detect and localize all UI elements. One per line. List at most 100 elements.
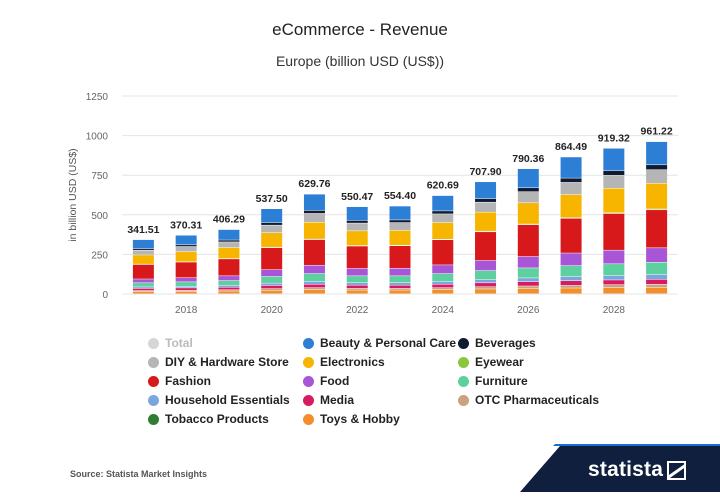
legend-label: Furniture <box>475 374 528 388</box>
legend-item[interactable]: Beverages <box>458 336 618 350</box>
y-tick-label: 1000 <box>86 132 109 143</box>
bar-segment <box>475 232 497 261</box>
legend-item[interactable]: Furniture <box>458 374 618 388</box>
bar-segment <box>475 289 497 294</box>
bar-segment <box>603 213 625 250</box>
bar-segment <box>132 283 154 287</box>
bar-segment <box>517 168 539 188</box>
legend-item[interactable]: Beauty & Personal Care <box>303 336 458 350</box>
legend-item[interactable]: Toys & Hobby <box>303 412 458 426</box>
legend-item[interactable]: Food <box>303 374 458 388</box>
bar-segment <box>389 230 411 246</box>
chart-legend: Total Beauty & Personal Care Beverages DIY … <box>148 336 618 426</box>
bar-segment <box>646 183 668 209</box>
legend-item[interactable]: DIY & Hardware Store <box>148 355 303 369</box>
legend-label: OTC Pharmaceuticals <box>475 393 600 407</box>
legend-label: Fashion <box>165 374 212 388</box>
bar-segment <box>218 276 240 281</box>
bar-segment <box>432 281 454 284</box>
bar-segment <box>261 285 283 289</box>
legend-swatch <box>148 356 159 368</box>
bar-segment <box>603 264 625 276</box>
bar-segment <box>261 276 283 283</box>
bar-segment <box>175 235 197 245</box>
bar-segment <box>432 211 454 214</box>
bar-segment <box>517 281 539 286</box>
bar-segment <box>303 289 325 294</box>
bar-segment <box>175 290 197 292</box>
bar-segment <box>218 287 240 290</box>
bar-segment <box>517 288 539 294</box>
bar-segment <box>218 290 240 291</box>
statista-logo-icon <box>667 460 687 480</box>
legend-label: Beauty & Personal Care <box>320 336 457 350</box>
bar-segment <box>175 286 197 288</box>
bar-segment <box>389 246 411 268</box>
bar-segment <box>303 213 325 223</box>
legend-item[interactable]: Total <box>148 336 303 350</box>
bar-segment <box>560 285 582 288</box>
bar-segment <box>475 260 497 271</box>
bar-segment <box>218 259 240 276</box>
legend-label: Media <box>320 393 355 407</box>
bar-segment <box>175 252 197 262</box>
bar-segment <box>517 188 539 192</box>
total-label: 341.51 <box>127 224 159 236</box>
bar-segment <box>218 247 240 259</box>
bar-segment <box>218 280 240 286</box>
legend-item[interactable]: Household Essentials <box>148 393 303 407</box>
bar-segment <box>346 276 368 283</box>
legend-item[interactable]: Fashion <box>148 374 303 388</box>
bar-segment <box>132 291 154 294</box>
legend-swatch <box>303 337 314 349</box>
bar-segment <box>132 250 154 255</box>
bar-segment <box>303 194 325 211</box>
bar-segment <box>432 195 454 211</box>
legend-swatch <box>458 394 469 406</box>
legend-swatch <box>303 356 314 368</box>
x-tick-label: 2020 <box>261 305 284 316</box>
bar-segment <box>218 291 240 294</box>
y-axis-title: in billion USD (US$) <box>67 148 79 241</box>
bar-segment <box>475 283 497 287</box>
legend-label: Beverages <box>475 336 536 350</box>
bar-segment <box>475 279 497 283</box>
y-tick-label: 750 <box>91 171 108 182</box>
bar-segment <box>475 202 497 212</box>
chart-title: eCommerce - Revenue <box>272 20 448 39</box>
bar-segment <box>560 281 582 286</box>
bar-segment <box>646 248 668 262</box>
legend-label: Household Essentials <box>165 393 290 407</box>
legend-item[interactable]: Electronics <box>303 355 458 369</box>
bar-segment <box>646 262 668 275</box>
legend-item[interactable]: Media <box>303 393 458 407</box>
legend-item[interactable]: Eyewear <box>458 355 618 369</box>
bar-segment <box>432 214 454 223</box>
bar-segment <box>646 210 668 248</box>
bar-segment <box>517 286 539 289</box>
legend-label: DIY & Hardware Store <box>165 355 289 369</box>
total-label: 961.22 <box>641 126 673 138</box>
legend-swatch <box>458 337 469 349</box>
bar-segment <box>175 262 197 278</box>
bar-segment <box>132 279 154 283</box>
total-label: 370.31 <box>170 219 202 231</box>
statista-logo[interactable]: statista <box>588 458 687 482</box>
bar-segment <box>560 265 582 277</box>
bar-segment <box>560 276 582 281</box>
legend-item[interactable]: OTC Pharmaceuticals <box>458 393 618 407</box>
bar-segment <box>560 253 582 266</box>
bar-segment <box>261 209 283 223</box>
bar-segment <box>646 169 668 184</box>
bar-segment <box>603 284 625 288</box>
bar-segment <box>261 290 283 294</box>
bar-segment <box>346 282 368 285</box>
bar-segment <box>646 287 668 294</box>
bar-segment <box>560 182 582 195</box>
bar-segment <box>346 288 368 290</box>
legend-swatch <box>303 375 314 387</box>
legend-swatch <box>458 375 469 387</box>
bar-segment <box>560 157 582 178</box>
legend-item[interactable]: Tobacco Products <box>148 412 303 426</box>
total-label: 864.49 <box>555 141 587 153</box>
